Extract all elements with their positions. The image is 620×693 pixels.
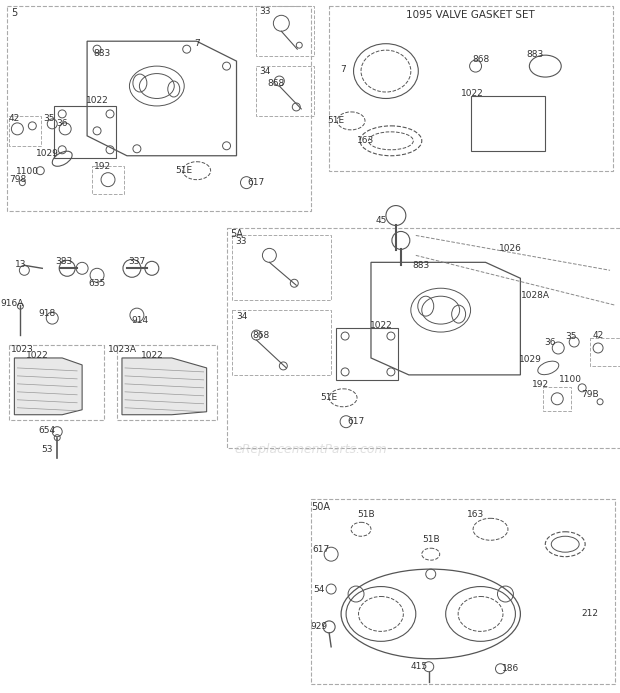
Text: 5: 5 [11,8,17,18]
Text: 7: 7 [194,39,200,48]
Text: 654: 654 [38,426,56,435]
Text: 34: 34 [236,312,247,321]
Text: 163: 163 [467,510,484,519]
Text: 883: 883 [527,50,544,59]
Text: 1022: 1022 [141,351,163,360]
Text: 1022: 1022 [461,89,484,98]
Text: 415: 415 [410,663,427,672]
Text: 929: 929 [311,622,328,631]
Text: 1100: 1100 [16,167,39,176]
Bar [54,106,116,158]
Text: 42: 42 [9,114,20,123]
Bar [92,166,124,193]
Text: 1022: 1022 [86,96,108,105]
Text: 1100: 1100 [559,376,582,385]
Text: 1026: 1026 [499,244,522,253]
Text: 54: 54 [314,584,325,593]
Text: 51E: 51E [321,394,338,403]
Text: 45: 45 [375,216,387,225]
Text: 192: 192 [532,380,549,389]
Text: 1029: 1029 [519,356,542,365]
Bar [329,6,613,170]
Bar [257,66,314,116]
Bar [590,338,620,366]
Text: 868: 868 [268,78,285,87]
Text: 34: 34 [260,67,271,76]
Bar [9,116,42,146]
Text: eReplacementParts.com: eReplacementParts.com [235,443,388,456]
Text: 36: 36 [56,119,68,128]
Text: 617: 617 [347,417,365,426]
Text: 1022: 1022 [370,321,392,330]
Bar [9,345,104,420]
Bar [231,310,331,375]
Text: 868: 868 [253,331,270,340]
Text: 918: 918 [38,308,56,317]
Text: 914: 914 [131,315,148,324]
Text: 51E: 51E [327,116,345,125]
Text: 883: 883 [412,261,430,270]
Text: 337: 337 [128,257,146,266]
Text: 883: 883 [94,49,110,58]
Text: 79B: 79B [582,390,599,399]
Text: 1022: 1022 [26,351,49,360]
Text: 916A: 916A [1,299,24,308]
Text: 163: 163 [357,137,374,146]
Bar [226,229,620,448]
Text: 1095 VALVE GASKET SET: 1095 VALVE GASKET SET [406,10,535,20]
Polygon shape [14,358,82,414]
Text: 13: 13 [15,260,26,269]
Text: 7: 7 [340,64,346,73]
Text: 51B: 51B [357,510,375,519]
Text: 1023A: 1023A [107,346,136,355]
Bar [117,345,216,420]
Bar [257,6,314,56]
Bar [471,96,546,151]
Text: 1029: 1029 [36,149,59,158]
Bar [231,236,331,300]
Text: 383: 383 [56,257,73,266]
Polygon shape [122,358,206,414]
Bar [311,500,615,684]
Text: 33: 33 [260,7,271,16]
Bar [7,6,311,211]
Bar [336,328,398,380]
Text: 5A: 5A [230,229,243,240]
Text: 42: 42 [593,331,604,340]
Text: 617: 617 [312,545,330,554]
Text: 1028A: 1028A [521,290,550,299]
Text: 186: 186 [502,664,519,673]
Text: 33: 33 [236,237,247,246]
Text: 35: 35 [565,331,577,340]
Text: 51E: 51E [175,166,192,175]
Text: 798: 798 [9,175,26,184]
Text: 192: 192 [94,162,110,171]
Text: 617: 617 [248,178,265,187]
Text: 35: 35 [43,114,55,123]
Text: 868: 868 [472,55,489,64]
Text: 1023: 1023 [11,346,34,355]
Bar [543,387,571,411]
Text: 36: 36 [544,337,556,346]
Text: 53: 53 [42,445,53,454]
Text: 635: 635 [89,279,105,288]
Text: 51B: 51B [422,535,440,544]
Text: 212: 212 [582,609,599,618]
Text: 50A: 50A [312,502,330,512]
